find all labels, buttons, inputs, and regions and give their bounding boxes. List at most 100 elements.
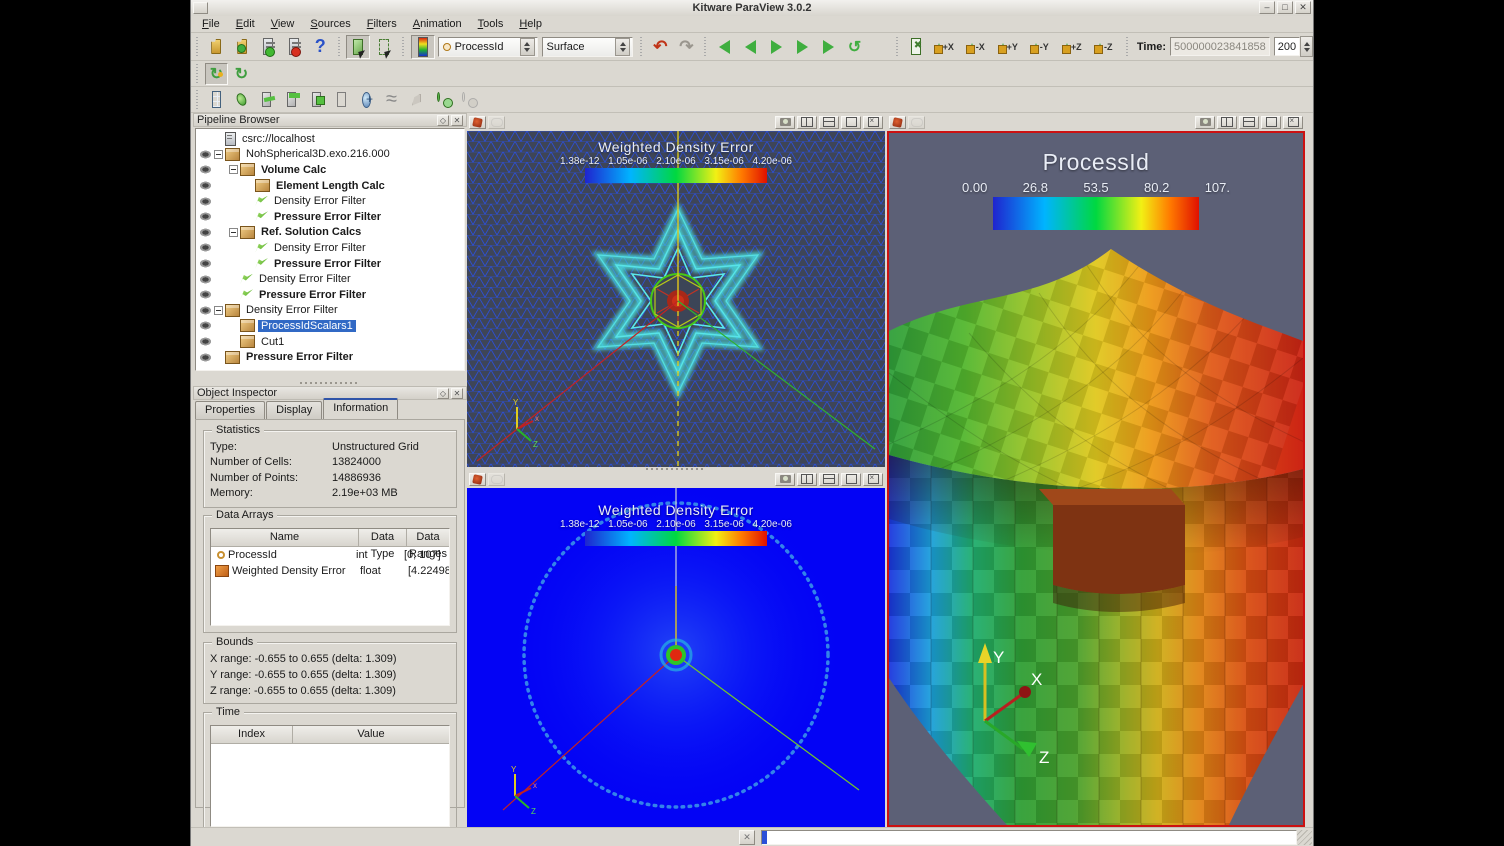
help-icon[interactable] xyxy=(308,35,332,59)
pipeline-item[interactable]: Ref. Solution Calcs xyxy=(196,225,464,241)
minimize-button[interactable]: – xyxy=(1259,1,1275,14)
expander-icon[interactable] xyxy=(244,212,253,221)
dock-splitter[interactable] xyxy=(193,379,467,386)
warp-icon[interactable] xyxy=(405,89,428,111)
select-cells-icon[interactable] xyxy=(346,34,371,59)
expander-icon[interactable] xyxy=(214,134,223,143)
open-data-icon[interactable] xyxy=(204,35,228,59)
camera-axis-button[interactable]: -X xyxy=(962,35,992,59)
split-horizontal-icon[interactable] xyxy=(1217,115,1237,129)
pipeline-item[interactable]: Pressure Error Filter xyxy=(196,287,464,303)
time-table[interactable]: Index Value xyxy=(210,725,450,827)
pipeline-item[interactable]: Density Error Filter xyxy=(196,271,464,287)
render-viewport-bottom[interactable]: Y x Z Weighted Density Error 1.38e-12 1.0… xyxy=(467,488,885,827)
render-viewport-top[interactable]: Y x Z Weighted Density Error 1.38e-12 1.0… xyxy=(467,131,885,467)
toolbar-grip[interactable] xyxy=(196,89,201,110)
pipeline-item[interactable]: Cut1 xyxy=(196,334,464,350)
camera-axis-button[interactable]: +Y xyxy=(994,35,1024,59)
eye-icon[interactable] xyxy=(199,243,212,253)
interact-mode-icon[interactable] xyxy=(469,472,486,486)
last-frame-button[interactable] xyxy=(817,35,841,59)
undo-icon[interactable] xyxy=(648,35,672,59)
color-map-icon[interactable] xyxy=(410,34,435,59)
pipeline-item[interactable]: Pressure Error Filter xyxy=(196,349,464,365)
expander-icon[interactable] xyxy=(214,149,223,159)
toolbar-grip[interactable] xyxy=(704,36,709,57)
toolbar-grip[interactable] xyxy=(1125,36,1130,57)
pipeline-item[interactable]: Volume Calc xyxy=(196,162,464,178)
split-vertical-icon[interactable] xyxy=(819,472,839,486)
frame-field[interactable]: 200 xyxy=(1273,37,1301,56)
camera-axis-button[interactable]: -Z xyxy=(1090,35,1120,59)
data-arrays-table[interactable]: Name Data Type Data Ranges ProcessId int… xyxy=(210,528,450,626)
eye-icon[interactable] xyxy=(199,181,212,191)
pipeline-item[interactable]: Density Error Filter xyxy=(196,193,464,209)
toolbar-grip[interactable] xyxy=(196,36,201,57)
eye-icon[interactable] xyxy=(199,274,212,284)
pipeline-item[interactable]: Pressure Error Filter xyxy=(196,256,464,272)
eye-icon[interactable] xyxy=(199,149,212,159)
calculator-icon[interactable] xyxy=(205,89,228,111)
close-view-icon[interactable] xyxy=(863,472,883,486)
window-menu-button[interactable] xyxy=(193,2,208,14)
menu-item[interactable]: Sources xyxy=(310,18,351,30)
loop-button[interactable] xyxy=(843,35,867,59)
interact-mode-icon[interactable] xyxy=(889,115,906,129)
toolbar-grip[interactable] xyxy=(338,36,343,57)
maximize-icon[interactable] xyxy=(1261,115,1281,129)
pipeline-item[interactable]: Density Error Filter xyxy=(196,240,464,256)
representation-combo[interactable]: Surface xyxy=(541,36,634,57)
pipeline-item[interactable]: Element Length Calc xyxy=(196,178,464,194)
contour-icon[interactable] xyxy=(330,89,353,111)
menu-item[interactable]: Filters xyxy=(366,18,397,30)
pipeline-item[interactable]: NohSpherical3D.exo.216.000 xyxy=(196,147,464,163)
dock-close-icon[interactable]: ✕ xyxy=(451,114,463,126)
camera-axis-button[interactable]: +Z xyxy=(1058,35,1088,59)
expander-icon[interactable] xyxy=(244,197,253,206)
tab-information[interactable]: Information xyxy=(323,398,399,419)
pipeline-item[interactable]: csrc://localhost xyxy=(196,131,464,147)
select-points-icon[interactable] xyxy=(372,35,396,59)
threshold-icon[interactable] xyxy=(280,89,303,111)
data-array-row[interactable]: ProcessId int [0, 107] xyxy=(211,547,449,563)
expander-icon[interactable] xyxy=(244,243,253,252)
eye-icon[interactable] xyxy=(199,305,212,315)
link-icon[interactable] xyxy=(488,115,505,129)
clip-icon[interactable] xyxy=(230,89,253,111)
interact-mode-icon[interactable] xyxy=(469,115,486,129)
expander-icon[interactable] xyxy=(229,321,238,330)
pipeline-item[interactable]: ProcessIdScalars1 xyxy=(196,318,464,334)
eye-icon[interactable] xyxy=(199,321,212,331)
pipeline-browser-titlebar[interactable]: Pipeline Browser ◇ ✕ xyxy=(193,113,467,127)
extract-subset-icon[interactable] xyxy=(305,89,328,111)
tab-display[interactable]: Display xyxy=(266,401,323,419)
eye-icon[interactable] xyxy=(199,165,212,175)
expander-icon[interactable] xyxy=(229,290,238,299)
maximize-icon[interactable] xyxy=(841,115,861,129)
view-splitter[interactable] xyxy=(467,467,885,470)
split-horizontal-icon[interactable] xyxy=(797,115,817,129)
dock-float-icon[interactable]: ◇ xyxy=(437,387,449,399)
expander-icon[interactable] xyxy=(244,259,253,268)
group-datasets-icon[interactable] xyxy=(430,89,453,111)
first-frame-button[interactable] xyxy=(713,35,737,59)
rotate-camera-icon[interactable] xyxy=(205,62,228,85)
pipeline-item[interactable]: Pressure Error Filter xyxy=(196,209,464,225)
close-view-icon[interactable] xyxy=(863,115,883,129)
time-field[interactable]: 500000023841858 xyxy=(1170,37,1270,56)
eye-icon[interactable] xyxy=(199,352,212,362)
expander-icon[interactable] xyxy=(244,181,253,190)
maximize-icon[interactable] xyxy=(841,472,861,486)
load-state-icon[interactable] xyxy=(230,35,254,59)
eye-icon[interactable] xyxy=(199,259,212,269)
reset-camera-icon[interactable] xyxy=(904,35,928,59)
disconnect-server-icon[interactable] xyxy=(282,35,306,59)
expander-icon[interactable] xyxy=(214,353,223,362)
menu-item[interactable]: Edit xyxy=(235,18,255,30)
split-vertical-icon[interactable] xyxy=(1239,115,1259,129)
eye-icon[interactable] xyxy=(199,227,212,237)
close-button[interactable]: ✕ xyxy=(1295,1,1311,14)
play-button[interactable] xyxy=(765,35,789,59)
color-by-combo[interactable]: ProcessId xyxy=(437,36,538,57)
close-view-icon[interactable] xyxy=(1283,115,1303,129)
